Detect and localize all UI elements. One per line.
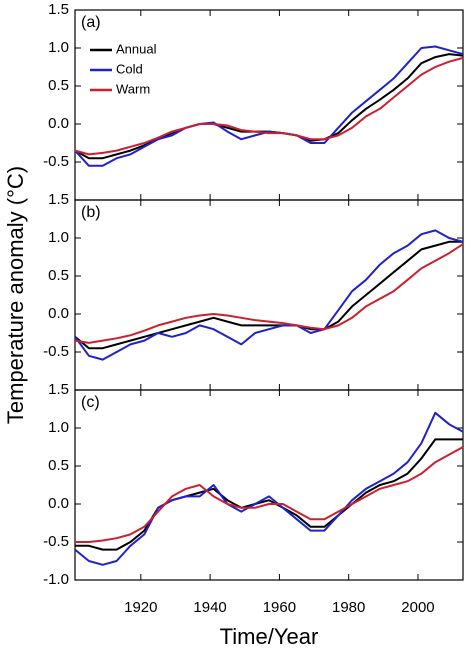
y-tick-label: 0.0: [48, 305, 69, 322]
plot-frame: [74, 389, 464, 581]
y-tick-label: 1.5: [48, 381, 69, 398]
y-tick-label: 0.5: [48, 77, 69, 94]
x-tick-label: 2000: [401, 599, 434, 616]
y-tick-label: 0.0: [48, 115, 69, 132]
y-tick-label: 1.5: [48, 1, 69, 18]
y-tick-label: -1.0: [43, 571, 69, 588]
y-tick-label: 0.0: [48, 495, 69, 512]
y-tick-label: -0.5: [43, 533, 69, 550]
y-tick-label: 0.5: [48, 267, 69, 284]
plot-frame: [74, 9, 464, 201]
legend-label: Warm: [116, 81, 150, 96]
series-line: [74, 45, 464, 167]
series-line: [74, 243, 464, 344]
x-tick-label: 1980: [332, 599, 365, 616]
series-line: [74, 411, 464, 566]
series-line: [74, 229, 464, 361]
plot-frame: [74, 199, 464, 391]
legend-label: Cold: [116, 61, 143, 76]
x-tick-label: 1920: [124, 599, 157, 616]
series-line: [75, 446, 464, 543]
series-line: [75, 438, 463, 551]
series-line: [74, 240, 463, 350]
x-tick-label: 1960: [263, 599, 296, 616]
y-tick-label: 1.5: [48, 191, 69, 208]
x-axis-label: Time/Year: [220, 624, 319, 649]
y-tick-label: 1.0: [48, 229, 69, 246]
y-tick-label: 1.0: [48, 39, 69, 56]
y-tick-label: 0.5: [48, 457, 69, 474]
x-tick-label: 1940: [193, 599, 226, 616]
y-tick-label: -0.5: [43, 343, 69, 360]
y-tick-label: 1.0: [48, 419, 69, 436]
legend-label: Annual: [116, 41, 157, 56]
panel-label: (b): [81, 204, 101, 221]
series-line: [74, 56, 464, 156]
y-tick-label: -0.5: [43, 153, 69, 170]
panel-label: (c): [81, 394, 100, 411]
panel-label: (a): [81, 14, 101, 31]
y-axis-label: Temperature anomaly (°C): [3, 166, 28, 424]
